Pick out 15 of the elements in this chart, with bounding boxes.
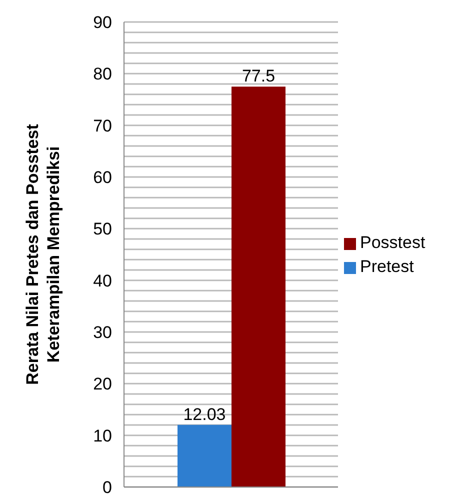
y-tick-label: 90 (93, 13, 112, 32)
legend-label: Pretest (360, 257, 414, 276)
y-tick-label: 30 (93, 323, 112, 342)
y-tick-label: 0 (102, 478, 112, 497)
y-tick-label: 20 (93, 374, 112, 394)
y-tick-label: 50 (93, 220, 112, 239)
data-label: 77.5 (242, 66, 276, 86)
data-label: 12.03 (183, 404, 226, 424)
y-axis-title: Rerata Nilai Pretes dan Posstest Keterampilan Memprediksi (23, 124, 63, 385)
y-tick-label: 70 (93, 116, 112, 136)
y-tick-label: 10 (93, 426, 112, 446)
y-tick-label: 60 (93, 168, 112, 187)
y-tick-label: 40 (93, 271, 112, 290)
legend-label: Posstest (360, 233, 426, 252)
y-tick-label: 80 (93, 64, 112, 84)
